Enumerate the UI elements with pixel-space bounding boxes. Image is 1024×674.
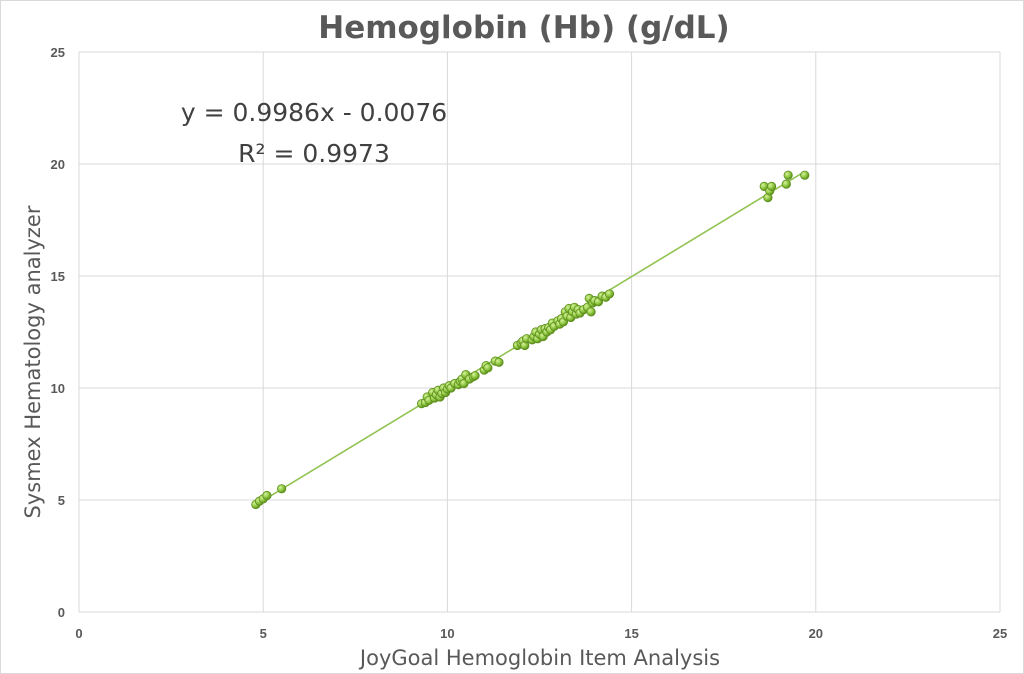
x-tick-label: 0 bbox=[75, 626, 82, 641]
x-tick-label: 15 bbox=[624, 626, 638, 641]
grid-lines bbox=[78, 51, 1001, 613]
data-point bbox=[277, 484, 287, 494]
data-point bbox=[783, 170, 793, 180]
x-tick-label: 25 bbox=[993, 626, 1007, 641]
trendline-r-squared: R² = 0.9973 bbox=[238, 139, 390, 168]
y-tick-labels: 0 5 10 15 20 25 bbox=[51, 45, 65, 620]
chart-title: Hemoglobin (Hb) (g/dL) bbox=[318, 10, 729, 46]
y-tick-label: 10 bbox=[51, 381, 65, 396]
data-point bbox=[781, 179, 791, 189]
trendline-equation: y = 0.9986x - 0.0076 bbox=[181, 98, 447, 127]
x-tick-label: 20 bbox=[809, 626, 823, 641]
x-tick-label: 5 bbox=[260, 626, 267, 641]
y-tick-label: 0 bbox=[58, 605, 65, 620]
data-point bbox=[800, 170, 810, 180]
data-point bbox=[483, 363, 493, 373]
y-tick-label: 5 bbox=[58, 493, 65, 508]
data-point bbox=[586, 307, 596, 317]
x-tick-label: 10 bbox=[440, 626, 454, 641]
y-tick-label: 20 bbox=[51, 157, 65, 172]
data-point bbox=[470, 371, 480, 381]
data-point bbox=[604, 289, 615, 299]
y-tick-label: 15 bbox=[51, 269, 65, 284]
x-axis-title: JoyGoal Hemoglobin Item Analysis bbox=[358, 646, 720, 670]
data-points bbox=[251, 170, 810, 510]
y-axis-title: Sysmex Hematology analyzer bbox=[21, 205, 45, 518]
x-tick-labels: 0 5 10 15 20 25 bbox=[75, 626, 1007, 641]
data-point bbox=[494, 357, 504, 367]
data-point bbox=[262, 490, 272, 501]
data-point bbox=[766, 181, 777, 191]
y-tick-label: 25 bbox=[51, 45, 65, 60]
